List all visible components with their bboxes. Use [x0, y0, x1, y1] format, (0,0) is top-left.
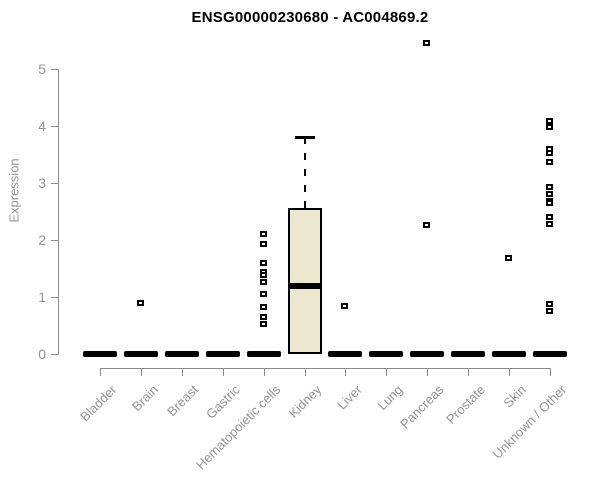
- flat-box-brain: [124, 351, 158, 357]
- flat-box-lung: [369, 351, 403, 357]
- x-tick-label-bladder: Bladder: [77, 382, 120, 425]
- x-tick-prostate: [468, 368, 469, 376]
- x-tick-label-prostate: Prostate: [442, 382, 488, 427]
- outlier-point-unknown-other: [546, 214, 553, 220]
- outlier-point-pancreas: [423, 222, 430, 228]
- box-kidney: [288, 207, 322, 354]
- y-tick-label: 1: [38, 289, 46, 305]
- x-tick-gastric: [223, 368, 224, 376]
- x-tick-label-lung: Lung: [374, 382, 406, 414]
- x-tick-label-kidney: Kidney: [285, 382, 325, 421]
- outlier-point-unknown-other: [546, 221, 553, 227]
- x-tick-label-liver: Liver: [334, 382, 365, 413]
- x-tick-label-unknown-other: Unknown / Other: [490, 382, 570, 462]
- flat-box-bladder: [83, 351, 117, 357]
- outlier-point-hematopoietic-cells: [260, 321, 267, 327]
- outlier-point-unknown-other: [546, 159, 553, 165]
- outlier-point-unknown-other: [546, 308, 553, 314]
- flat-box-prostate: [451, 351, 485, 357]
- y-tick-label: 5: [38, 61, 46, 77]
- x-tick-label-gastric: Gastric: [202, 382, 243, 422]
- flat-box-liver: [328, 351, 362, 357]
- y-tick: [51, 297, 58, 298]
- outlier-point-hematopoietic-cells: [260, 272, 267, 278]
- x-tick-hematopoietic-cells: [264, 368, 265, 376]
- outlier-point-unknown-other: [546, 118, 553, 124]
- x-tick-breast: [182, 368, 183, 376]
- flat-box-skin: [492, 351, 526, 357]
- x-tick-pancreas: [427, 368, 428, 376]
- y-tick-label: 4: [38, 118, 46, 134]
- x-tick-label-breast: Breast: [164, 382, 202, 420]
- flat-box-hematopoietic-cells: [247, 351, 281, 357]
- x-tick-lung: [386, 368, 387, 376]
- outlier-point-hematopoietic-cells: [260, 231, 267, 237]
- y-tick: [51, 126, 58, 127]
- outlier-point-pancreas: [423, 40, 430, 46]
- chart-title: ENSG00000230680 - AC004869.2: [191, 9, 429, 26]
- outlier-point-hematopoietic-cells: [260, 279, 267, 285]
- outlier-point-hematopoietic-cells: [260, 304, 267, 310]
- x-tick-kidney: [305, 368, 306, 376]
- x-tick-bladder: [100, 368, 101, 376]
- x-tick-unknown-other: [550, 368, 551, 376]
- flat-box-pancreas: [410, 351, 444, 357]
- y-tick-label: 2: [38, 232, 46, 248]
- outlier-point-unknown-other: [546, 184, 553, 190]
- y-tick: [51, 240, 58, 241]
- outlier-point-hematopoietic-cells: [260, 260, 267, 266]
- outlier-point-skin: [505, 255, 512, 261]
- x-tick-liver: [345, 368, 346, 376]
- outlier-point-unknown-other: [546, 124, 553, 130]
- outlier-point-brain: [137, 300, 144, 306]
- y-tick: [51, 69, 58, 70]
- y-tick: [51, 183, 58, 184]
- x-tick-brain: [141, 368, 142, 376]
- y-tick-label: 3: [38, 175, 46, 191]
- x-axis-line: [100, 368, 551, 369]
- whisker-line-kidney: [304, 137, 306, 208]
- outlier-point-unknown-other: [546, 150, 553, 156]
- flat-box-breast: [165, 351, 199, 357]
- outlier-point-liver: [341, 303, 348, 309]
- outlier-point-hematopoietic-cells: [260, 291, 267, 297]
- outlier-point-unknown-other: [546, 200, 553, 206]
- outlier-point-unknown-other: [546, 191, 553, 197]
- y-tick-label: 0: [38, 346, 46, 362]
- x-tick-label-pancreas: Pancreas: [397, 382, 447, 432]
- x-tick-label-skin: Skin: [500, 382, 529, 411]
- y-axis-line: [58, 69, 59, 355]
- flat-box-unknown-other: [533, 351, 567, 357]
- outlier-point-hematopoietic-cells: [260, 241, 267, 247]
- flat-box-gastric: [206, 351, 240, 357]
- x-tick-skin: [509, 368, 510, 376]
- x-tick-label-brain: Brain: [128, 382, 161, 415]
- median-line-kidney: [288, 282, 322, 289]
- outlier-point-hematopoietic-cells: [260, 314, 267, 320]
- y-tick: [51, 354, 58, 355]
- whisker-cap-kidney: [295, 136, 315, 140]
- outlier-point-unknown-other: [546, 301, 553, 307]
